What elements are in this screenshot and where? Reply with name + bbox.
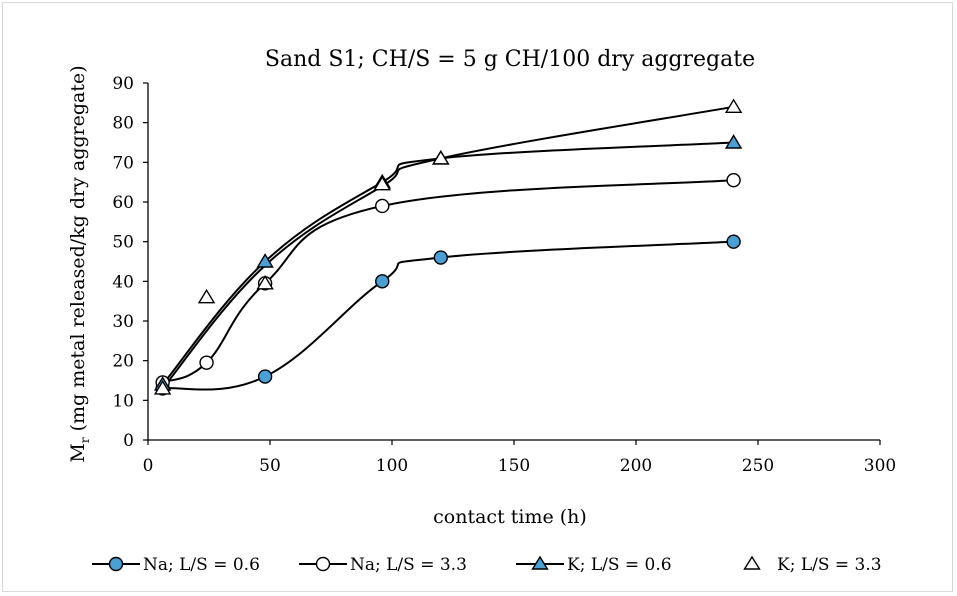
y-tick-label: 70 [112,153,134,173]
axes: 0 10 20 30 40 50 60 70 80 90 0 50 100 150 200 250 300 [112,74,896,476]
y-tick-label: 60 [112,193,134,213]
y-axis-label: Mr (mg metal released/kg dry aggregate) [67,65,92,462]
legend-label-k-06: K; L/S = 0.6 [567,555,672,575]
y-tick-label: 40 [112,272,134,292]
trend-lines [163,107,734,389]
x-axis-label: contact time (h) [433,506,587,528]
data-point-s2-4 [726,136,741,149]
data-point-s0-1 [259,370,272,383]
y-tick-label: 10 [112,391,134,411]
x-tick-label: 100 [376,456,408,476]
legend: Na; L/S = 0.6 Na; L/S = 3.3 K; L/S = 0.6… [92,555,882,575]
legend-item-k-06: K; L/S = 0.6 [516,555,672,575]
series-line-2 [163,143,734,385]
legend-marker-na-33 [317,558,330,571]
legend-label-na-33: Na; L/S = 3.3 [350,555,467,575]
x-tick-label: 300 [864,456,896,476]
x-tick-label: 0 [143,456,154,476]
data-point-s0-3 [434,251,447,264]
chart-title: Sand S1; CH/S = 5 g CH/100 dry aggregate [265,47,755,72]
data-point-s0-4 [727,235,740,248]
y-tick-label: 50 [112,233,134,253]
y-tick-label: 80 [112,114,134,134]
data-point-s0-2 [376,275,389,288]
series-markers [155,100,741,395]
legend-item-na-06: Na; L/S = 0.6 [92,555,260,575]
y-tick-label: 90 [112,74,134,94]
legend-marker-na-06 [110,558,123,571]
y-tick-label: 30 [112,312,134,332]
y-axis-label-rest: (mg metal released/kg dry aggregate) [67,65,89,437]
x-tick-label: 150 [498,456,530,476]
series-lines [163,143,734,390]
y-tick-label: 20 [112,352,134,372]
data-point-s1-3 [376,199,389,212]
legend-marker-k-33 [745,557,760,569]
legend-item-na-33: Na; L/S = 3.3 [299,555,467,575]
y-tick-label: 0 [123,431,134,451]
x-tick-label: 200 [620,456,652,476]
data-point-s1-4 [727,174,740,187]
y-axis-label-main: M [67,443,89,462]
series-line-0 [163,242,734,390]
data-point-s1-1 [200,356,213,369]
x-tick-label: 50 [259,456,281,476]
legend-label-k-33: K; L/S = 3.3 [777,555,882,575]
x-tick-label: 250 [742,456,774,476]
legend-label-na-06: Na; L/S = 0.6 [143,555,260,575]
legend-item-k-33: K; L/S = 3.3 [745,555,882,575]
data-point-s3-1 [199,290,214,303]
data-point-s3-5 [726,100,741,113]
trend-line-0 [163,107,734,389]
